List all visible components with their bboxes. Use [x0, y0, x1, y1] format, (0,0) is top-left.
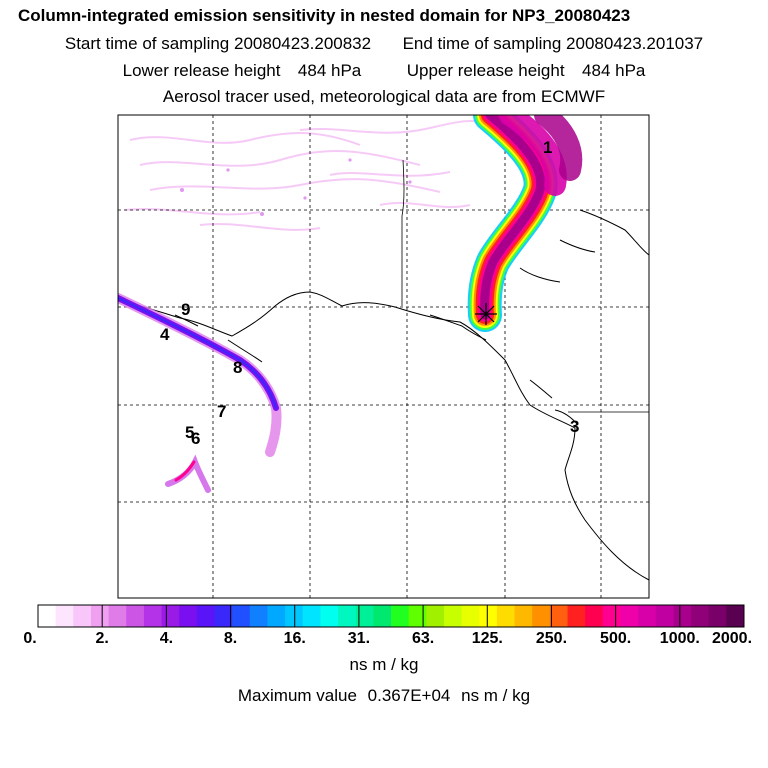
colorbar-swatch [514, 605, 533, 627]
borders [401, 159, 649, 413]
colorbar-swatch [638, 605, 657, 627]
start-time-label: Start time of sampling [64, 34, 230, 53]
colorbar-swatch [391, 605, 410, 627]
colorbar-tick-label: 31. [347, 630, 371, 647]
map-label: 5 [185, 423, 194, 442]
colorbar-swatch [179, 605, 198, 627]
colorbar-swatch [232, 605, 251, 627]
small-blob [165, 454, 211, 493]
end-time-value: 20080423.201037 [566, 34, 704, 53]
map-label: 4 [160, 325, 170, 344]
map-label: 1 [543, 138, 552, 157]
colorbar-swatch [214, 605, 233, 627]
colorbar-tick-label: 500. [600, 630, 632, 647]
map-content [118, 115, 649, 598]
colorbar-swatch [708, 605, 727, 627]
colorbar-swatch [73, 605, 92, 627]
map-label: 8 [233, 358, 242, 377]
secondary-plume [118, 293, 282, 457]
colorbar-swatch [549, 605, 568, 627]
lower-release-label: Lower release height [122, 61, 281, 80]
tracer-note: Aerosol tracer used, meteorological data… [162, 87, 606, 106]
colorbar-swatch [126, 605, 145, 627]
map-label: 9 [181, 300, 190, 319]
map-label: 3 [570, 417, 579, 436]
colorbar-swatch [38, 605, 57, 627]
colorbar-swatch [532, 605, 551, 627]
sampling-times: Start time of sampling 20080423.200832 E… [0, 34, 768, 54]
colorbar-tick-label: 63. [411, 630, 435, 647]
colorbar-swatch [302, 605, 321, 627]
upper-release-label: Upper release height [406, 61, 565, 80]
colorbar-swatch [338, 605, 357, 627]
colorbar-swatch [585, 605, 604, 627]
colorbar-swatch [461, 605, 480, 627]
maximum-label: Maximum value [237, 686, 357, 705]
colorbar-swatch [602, 605, 621, 627]
colorbar-units: ns m / kg [349, 655, 419, 674]
coastlines [118, 209, 649, 581]
colorbar-swatch [567, 605, 586, 627]
colorbar-swatch [196, 605, 215, 627]
colorbar-tick-labels: 0. 2. 4. 8. 16. 31. 63. 125. 250. 500. 1000. 2000. [0, 630, 768, 652]
colorbar-swatch [267, 605, 286, 627]
colorbar-swatch [90, 605, 110, 627]
colorbar-swatch [108, 605, 127, 627]
map-frame [117, 114, 650, 599]
end-time-label: End time of sampling [402, 34, 562, 53]
colorbar-swatch [620, 605, 639, 627]
colorbar-swatch [320, 605, 339, 627]
lower-release-value: 484 hPa [297, 61, 362, 80]
colorbar-swatch [55, 605, 74, 627]
colorbar-swatch [479, 605, 498, 627]
maximum-number: 0.367E+04 [367, 686, 451, 705]
colorbar-tick-label: 2000. [711, 630, 753, 647]
colorbar-swatch [408, 605, 427, 627]
faint-sensitivity-field [124, 120, 501, 231]
colorbar-tick-label: 0. [23, 630, 37, 647]
colorbar-tick-label: 250. [535, 630, 568, 647]
colorbar-swatch [249, 605, 268, 627]
map-title: Column-integrated emission sensitivity i… [18, 6, 631, 25]
colorbar-tick-label: 1000. [659, 630, 700, 647]
colorbar-swatch [673, 605, 692, 627]
colorbar-tick-label: 125. [471, 630, 503, 647]
release-point-marker [475, 303, 497, 325]
maximum-value: Maximum value 0.367E+04 ns m / kg [0, 686, 768, 706]
grid-lines [118, 115, 649, 598]
maximum-units: ns m / kg [461, 686, 531, 705]
colorbar-swatch [426, 605, 445, 627]
colorbar-swatch [355, 605, 374, 627]
colorbar-tick-label: 4. [159, 630, 174, 647]
colorbar-swatch [726, 605, 745, 627]
colorbar-swatch [285, 605, 304, 627]
colorbar [37, 604, 745, 628]
colorbar-tick-label: 8. [223, 630, 238, 647]
colorbar-swatch [496, 605, 516, 627]
colorbar-swatch [655, 605, 674, 627]
release-heights: Lower release height 484 hPa Upper relea… [0, 61, 768, 81]
colorbar-swatch [373, 605, 392, 627]
upper-release-value: 484 hPa [582, 61, 646, 80]
colorbar-swatch [443, 605, 463, 627]
colorbar-swatch [161, 605, 180, 627]
colorbar-tick-label: 16. [283, 630, 306, 647]
map-label: 6 [191, 429, 200, 448]
colorbar-tick-label: 2. [95, 630, 109, 647]
main-plume [467, 115, 583, 332]
start-time-value: 20080423.200832 [234, 34, 372, 53]
colorbar-swatch [143, 605, 163, 627]
colorbar-frame [37, 604, 745, 628]
map-label: 7 [217, 402, 226, 421]
faint-sensitivity-dots [180, 158, 412, 216]
colorbar-swatch [691, 605, 710, 627]
